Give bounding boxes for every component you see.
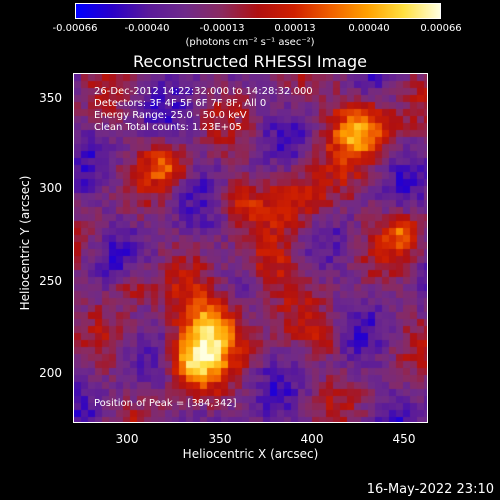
- y-axis-label: Heliocentric Y (arcsec): [18, 175, 32, 311]
- peak-position-label: Position of Peak = [384,342]: [94, 398, 237, 409]
- y-tick-label: 350: [39, 91, 62, 105]
- x-tick-label: 400: [300, 432, 324, 446]
- y-tick-label: 200: [39, 366, 62, 380]
- time-range-label: 26-Dec-2012 14:22:32.000 to 14:28:32.000: [94, 86, 313, 97]
- energy-range-label: Energy Range: 25.0 - 50.0 keV: [94, 110, 247, 121]
- colorbar-tick: -0.00013: [199, 23, 245, 34]
- colorbar: [75, 3, 441, 19]
- colorbar-units: (photons cm⁻² s⁻¹ asec⁻²): [185, 37, 315, 48]
- colorbar-tick: 0.00040: [348, 23, 390, 34]
- colorbar-tick: 0.00013: [274, 23, 316, 34]
- x-axis-label: Heliocentric X (arcsec): [182, 447, 319, 461]
- y-tick-label: 300: [39, 181, 62, 195]
- detectors-label: Detectors: 3F 4F 5F 6F 7F 8F, All 0: [94, 98, 267, 109]
- colorbar-tick: -0.00040: [124, 23, 170, 34]
- x-tick-label: 450: [392, 432, 416, 446]
- colorbar-tick: -0.00066: [52, 23, 98, 34]
- x-tick-label: 350: [208, 432, 232, 446]
- x-tick-label: 300: [115, 432, 139, 446]
- plot-title: Reconstructed RHESSI Image: [133, 52, 367, 71]
- image-plot: 26-Dec-2012 14:22:32.000 to 14:28:32.000…: [73, 73, 428, 423]
- footer-timestamp: 16-May-2022 23:10: [366, 482, 494, 497]
- y-tick-label: 250: [39, 274, 62, 288]
- rhessi-image: [74, 74, 427, 422]
- clean-counts-label: Clean Total counts: 1.23E+05: [94, 122, 242, 133]
- colorbar-tick: 0.00066: [420, 23, 462, 34]
